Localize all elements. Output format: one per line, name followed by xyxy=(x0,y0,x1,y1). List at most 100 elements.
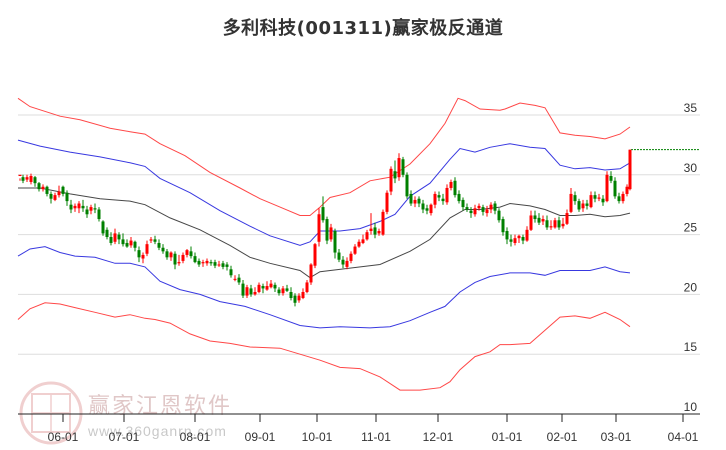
x-tick-label: 10-01 xyxy=(302,430,333,444)
candle-body xyxy=(313,244,317,266)
candle-body xyxy=(73,205,77,209)
candle-body xyxy=(317,214,321,242)
chart-title: 多利科技(001311)赢家极反通道 xyxy=(222,18,504,39)
candle-body xyxy=(325,219,329,241)
y-tick-label: 30 xyxy=(684,161,698,175)
candle-body xyxy=(129,240,133,246)
x-tick-label: 11-01 xyxy=(361,430,391,444)
candle-body xyxy=(133,241,137,248)
candle-body xyxy=(109,236,113,243)
candle-body xyxy=(89,207,93,211)
candle-body xyxy=(209,262,213,264)
candle-body xyxy=(161,247,165,252)
candle-body xyxy=(541,219,545,222)
x-tick-label: 02-01 xyxy=(547,430,578,444)
candle-body xyxy=(453,180,457,196)
candle-body xyxy=(429,204,433,214)
candle-body xyxy=(101,221,105,234)
candle-body xyxy=(561,223,565,227)
candle-body xyxy=(393,171,397,179)
candle-body xyxy=(189,251,193,257)
candle-body xyxy=(593,195,597,199)
band-mid xyxy=(18,187,631,279)
candle-body xyxy=(285,288,289,291)
candle-body xyxy=(605,174,609,202)
band-outer_lower xyxy=(17,302,631,391)
x-tick-label: 04-01 xyxy=(668,430,699,444)
candle-body xyxy=(213,262,217,266)
candle-body xyxy=(105,229,109,237)
candle-body xyxy=(61,186,65,194)
candle-body xyxy=(373,227,377,235)
candle-body xyxy=(553,220,557,228)
candle-body xyxy=(581,203,585,209)
candle-body xyxy=(437,195,441,198)
candle-body xyxy=(497,210,501,221)
candle-body xyxy=(441,198,445,202)
candle-body xyxy=(153,239,157,242)
candle-body xyxy=(29,175,33,182)
candle-body xyxy=(397,158,401,178)
candle-body xyxy=(269,283,273,288)
candle-body xyxy=(545,220,549,228)
candle-body xyxy=(117,234,121,240)
candle-body xyxy=(537,217,541,223)
candle-body xyxy=(77,203,81,209)
candle-body xyxy=(309,264,313,283)
candle-body xyxy=(301,292,305,298)
candle-body xyxy=(221,263,225,267)
candle-body xyxy=(421,203,425,210)
candle-body xyxy=(53,195,57,200)
candle-body xyxy=(281,288,285,294)
candle-body xyxy=(461,199,465,208)
x-tick-label: 07-01 xyxy=(109,430,140,444)
candle-body xyxy=(365,232,369,240)
candle-body xyxy=(621,193,625,202)
candle-body xyxy=(293,295,297,303)
x-tick-label: 03-01 xyxy=(601,430,632,444)
band-inner_upper xyxy=(17,139,631,246)
candle-body xyxy=(193,256,197,263)
candle-body xyxy=(57,191,61,196)
candle-body xyxy=(485,209,489,214)
candle-body xyxy=(405,174,409,197)
candle-body xyxy=(433,193,437,205)
candle-body xyxy=(533,215,537,220)
candle-body xyxy=(18,174,22,176)
candle-body xyxy=(177,262,181,264)
candle-body xyxy=(465,207,469,210)
watermark-brand: 赢家江恩软件 xyxy=(88,394,233,419)
candle-body xyxy=(628,149,632,190)
candle-body xyxy=(489,204,493,210)
candle-body xyxy=(417,198,421,204)
candle-body xyxy=(345,260,349,267)
watermark-url: www.360ganrn.com xyxy=(88,423,227,439)
x-tick-label: 12-01 xyxy=(423,430,454,444)
candle-body xyxy=(41,186,45,190)
candle-body xyxy=(389,168,393,192)
candle-body xyxy=(197,260,201,265)
candle-body xyxy=(49,193,53,199)
candle-body xyxy=(69,204,73,210)
candle-body xyxy=(289,292,293,298)
candle-body xyxy=(93,208,97,210)
candle-body xyxy=(261,286,265,289)
y-tick-label: 15 xyxy=(684,340,698,354)
candle-body xyxy=(381,211,385,235)
candle-body xyxy=(149,239,153,241)
candle-body xyxy=(229,269,233,276)
candle-body xyxy=(273,284,277,289)
candle-body xyxy=(165,251,169,258)
candle-body xyxy=(25,177,29,180)
candle-body xyxy=(505,231,509,240)
candle-body xyxy=(569,193,573,212)
candle-body xyxy=(181,254,185,261)
candle-body xyxy=(341,259,345,265)
candle-body xyxy=(185,250,189,255)
candle-body xyxy=(333,231,337,253)
candle-body xyxy=(249,288,253,295)
x-tick-label: 09-01 xyxy=(245,430,276,444)
candle-body xyxy=(529,215,533,230)
candle-body xyxy=(385,192,389,212)
